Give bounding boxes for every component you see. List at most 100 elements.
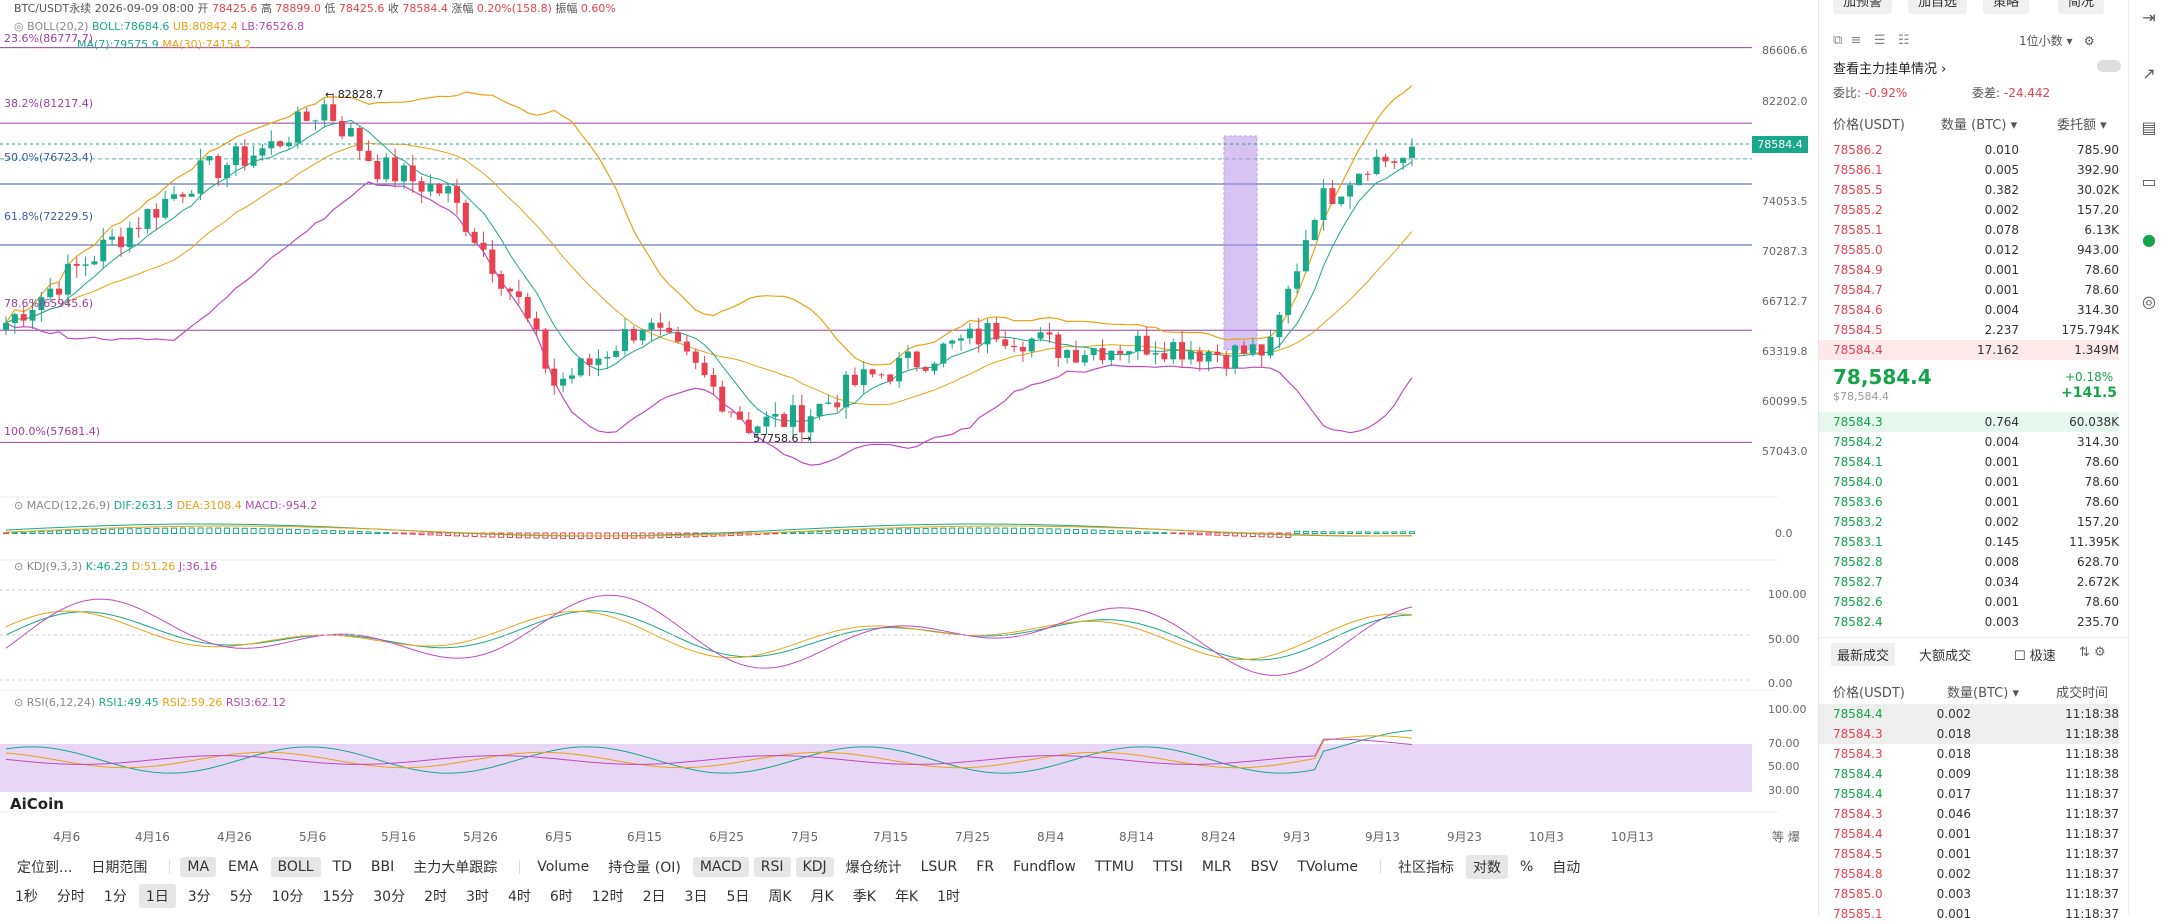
toolbar-item[interactable]: 自动 [1552,860,1581,876]
timeframe-item[interactable]: 1时 [937,889,961,905]
chart-icon[interactable]: ▤ [2141,118,2157,137]
ob-row[interactable]: 78584.4 0.009 11:18:38 [1819,764,2119,784]
toolbar-item[interactable]: 日期范围 [91,860,148,876]
toolbar-item[interactable]: TTSI [1153,859,1183,875]
collapse-icon[interactable]: ⊙ [14,499,24,512]
timeframe-item[interactable]: 15分 [322,889,355,905]
ob-row[interactable]: 78586.2 0.010 785.90 [1819,140,2119,160]
toolbar-item[interactable]: BBI [370,859,395,875]
ob-view-icons[interactable]: ⧉ ≡ ☰ ☷ [1833,33,1910,48]
ob-row[interactable]: 78584.4 0.001 11:18:37 [1819,824,2119,844]
toolbar-item[interactable]: 社区指标 [1397,860,1454,876]
timeframe-item[interactable]: 4时 [507,889,531,905]
toolbar-item[interactable]: % [1519,859,1534,875]
toolbar-item[interactable]: 主力大单跟踪 [413,860,498,876]
top-button[interactable]: 加自选 [1908,0,1968,14]
ob-row[interactable]: 78584.9 0.001 78.60 [1819,260,2119,280]
timeframe-item[interactable]: 3日 [684,889,708,905]
timeframe-item[interactable]: 2日 [642,889,666,905]
wallet-icon[interactable]: ▭ [2141,172,2157,191]
candlestick-chart[interactable] [0,0,1778,845]
trade-settings-icon[interactable]: ⇅ ⚙ [2079,645,2106,660]
ob-row[interactable]: 78585.1 0.078 6.13K [1819,220,2119,240]
decimals-select[interactable]: 1位小数 ▾ ⚙ [2019,34,2095,48]
ob-row[interactable]: 78584.0 0.001 78.60 [1819,472,2119,492]
ob-row[interactable]: 78583.2 0.002 157.20 [1819,512,2119,532]
timeframe-item[interactable]: 10分 [271,889,304,905]
ob-row[interactable]: 78582.7 0.034 2.672K [1819,572,2119,592]
ob-row[interactable]: 78584.3 0.018 11:18:38 [1819,744,2119,764]
top-button[interactable]: 加预警 [1833,0,1893,14]
col-total[interactable]: 委托额 ▾ [2057,118,2107,133]
exit-icon[interactable]: ⇥ [2142,8,2156,27]
eye-icon[interactable]: ◎ [14,20,24,33]
timeframe-item[interactable]: 年K [894,889,919,905]
trend-icon[interactable]: ↗ [2142,64,2156,83]
top-button[interactable]: 策略 [1983,0,2030,14]
ob-row[interactable]: 78582.6 0.001 78.60 [1819,592,2119,612]
timeframe-item[interactable]: 分时 [56,889,85,905]
ob-row[interactable]: 78583.6 0.001 78.60 [1819,492,2119,512]
toolbar-item[interactable]: RSI [753,857,791,877]
toolbar-item[interactable]: LSUR [920,859,958,875]
macd-legend[interactable]: ⊙ MACD(12,26,9) DIF:2631.3 DEA:3108.4 MA… [14,499,317,513]
toolbar-item[interactable]: TD [332,859,352,875]
kdj-legend[interactable]: ⊙ KDJ(9,3,3) K:46.23 D:51.26 J:36.16 [14,560,217,574]
ob-row[interactable]: 78584.1 0.001 78.60 [1819,452,2119,472]
toolbar-item[interactable]: BOLL [270,857,321,877]
timeframe-item[interactable]: 3分 [187,889,211,905]
ob-row[interactable]: 78586.1 0.005 392.90 [1819,160,2119,180]
timeframe-item[interactable]: 12时 [591,889,624,905]
toolbar-item[interactable]: 定位到... [17,860,73,876]
toolbar-item[interactable]: MACD [692,857,749,877]
ob-row[interactable]: 78582.8 0.008 628.70 [1819,552,2119,572]
ob-row[interactable]: 78585.0 0.012 943.00 [1819,240,2119,260]
timeframe-item[interactable]: 5分 [229,889,253,905]
ob-row[interactable]: 78584.2 0.004 314.30 [1819,432,2119,452]
settings-icon[interactable]: ⚙ [2083,34,2095,48]
top-button[interactable]: 简况 [2058,0,2105,14]
toolbar-item[interactable]: Volume [537,859,590,875]
timeframe-item[interactable]: 3时 [466,889,489,905]
timeframe-item[interactable]: 1秒 [15,889,38,905]
ob-row[interactable]: 78584.3 0.764 60.038K [1819,412,2119,432]
trade-col-qty[interactable]: 数量(BTC) ▾ [1947,686,2019,701]
tab-latest-trades[interactable]: 最新成交 [1831,643,1896,666]
ob-row[interactable]: 78584.3 0.046 11:18:37 [1819,804,2119,824]
toolbar-item[interactable]: EMA [228,859,259,875]
timeframe-item[interactable]: 季K [852,889,876,905]
collapse-icon[interactable]: ⊙ [14,560,24,573]
chart-area[interactable]: BTC/USDT永续 2026-09-09 08:00 开 78425.6 高 … [0,0,1808,845]
main-orders-toggle[interactable]: 查看主力挂单情况 › [1833,62,1947,77]
toolbar-item[interactable]: TTMU [1094,859,1135,875]
timeframe-item[interactable]: 1日 [138,884,176,908]
ob-row[interactable]: 78584.4 0.002 11:18:38 [1819,704,2119,724]
ob-row[interactable]: 78584.5 0.001 11:18:37 [1819,844,2119,864]
ob-row[interactable]: 78585.1 0.001 11:18:37 [1819,904,2119,924]
toolbar-item[interactable]: MLR [1201,859,1232,875]
ob-row[interactable]: 78582.4 0.003 235.70 [1819,612,2119,632]
toolbar-item[interactable]: Fundflow [1013,859,1076,875]
ob-row[interactable]: 78584.4 17.162 1.349M [1819,340,2119,360]
toolbar-item[interactable]: 持仓量 (OI) [608,860,681,876]
ob-row[interactable]: 78583.1 0.145 11.395K [1819,532,2119,552]
boll-legend[interactable]: ◎ BOLL(20,2) BOLL:78684.6 UB:80842.4 LB:… [14,20,304,34]
ob-row[interactable]: 78584.4 0.017 11:18:37 [1819,784,2119,804]
ob-row[interactable]: 78585.2 0.002 157.20 [1819,200,2119,220]
collapse-icon[interactable]: ⊙ [14,696,24,709]
robot-icon[interactable]: ● [2142,230,2156,249]
ob-row[interactable]: 78585.0 0.003 11:18:37 [1819,884,2119,904]
help-icon[interactable]: ◎ [2142,292,2156,311]
toolbar-item[interactable]: MA [180,857,217,877]
toolbar-item[interactable]: TVolume [1297,859,1358,875]
ob-row[interactable]: 78585.5 0.382 30.02K [1819,180,2119,200]
toolbar-item[interactable]: KDJ [795,857,834,877]
ob-row[interactable]: 78584.7 0.001 78.60 [1819,280,2119,300]
ob-row[interactable]: 78584.6 0.004 314.30 [1819,300,2119,320]
ob-row[interactable]: 78584.5 2.237 175.794K [1819,320,2119,340]
fast-checkbox[interactable]: ☐ 极速 [2014,649,2056,664]
ob-row[interactable]: 78584.8 0.002 11:18:37 [1819,864,2119,884]
main-orders-switch[interactable] [2097,60,2121,72]
timeframe-item[interactable]: 1分 [103,889,127,905]
toolbar-item[interactable]: 爆仓统计 [845,860,902,876]
